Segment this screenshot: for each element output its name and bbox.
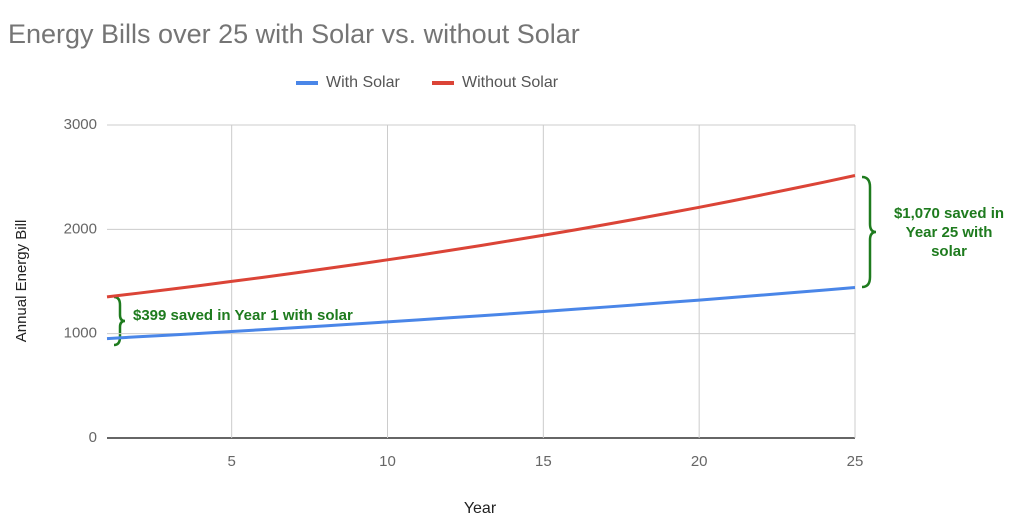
y-tick-label: 3000	[64, 116, 97, 133]
legend-label: Without Solar	[462, 74, 559, 91]
x-axis-label: Year	[464, 500, 497, 517]
annotation: $1,070 saved in	[894, 205, 1004, 222]
annotation: Year 25 with	[906, 224, 993, 241]
y-tick-label: 2000	[64, 220, 97, 237]
brace	[861, 175, 877, 289]
legend-label: With Solar	[326, 74, 400, 91]
chart-title: Energy Bills over 25 with Solar vs. with…	[8, 19, 580, 49]
line-series	[106, 286, 856, 341]
x-tick-label: 5	[227, 453, 235, 470]
annotation: solar	[931, 243, 967, 260]
y-tick-label: 1000	[64, 325, 97, 342]
x-tick-label: 20	[691, 453, 708, 470]
y-tick-label: 0	[89, 429, 97, 446]
y-axis-label: Annual Energy Bill	[13, 220, 30, 343]
x-tick-label: 15	[535, 453, 552, 470]
x-tick-label: 10	[379, 453, 396, 470]
brace	[113, 295, 126, 347]
line-series	[106, 174, 856, 299]
x-tick-label: 25	[847, 453, 864, 470]
annotation: $399 saved in Year 1 with solar	[133, 307, 353, 324]
